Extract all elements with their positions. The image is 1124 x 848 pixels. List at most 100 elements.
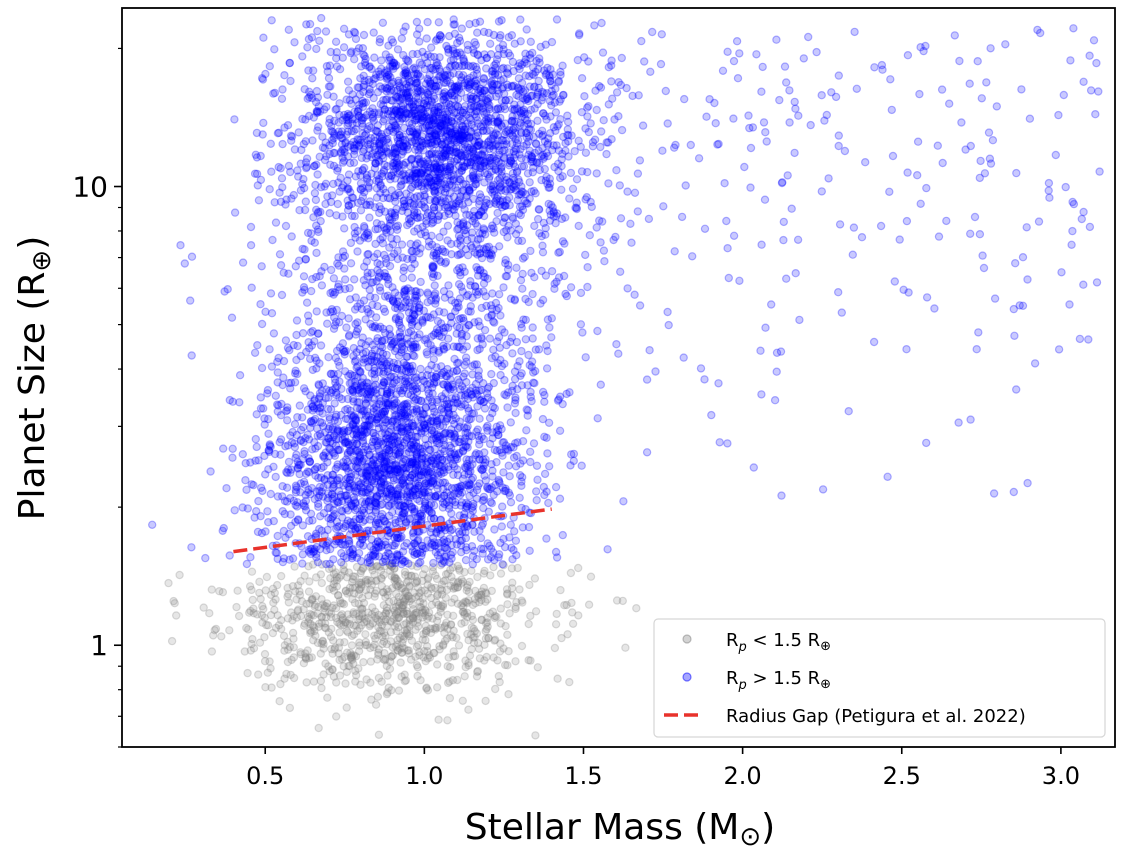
point-large-planet (1010, 331, 1019, 340)
point-small-planet (412, 576, 422, 586)
point-small-planet (403, 609, 412, 619)
point-large-planet (252, 128, 262, 138)
point-small-planet (491, 684, 500, 694)
point-small-planet (321, 619, 330, 628)
point-small-planet (421, 636, 430, 645)
point-large-planet (487, 354, 497, 363)
point-large-planet (415, 37, 424, 46)
point-small-planet (373, 655, 382, 664)
point-large-planet (1068, 226, 1077, 236)
point-large-planet (256, 300, 265, 309)
point-large-planet (314, 102, 323, 111)
point-large-planet (466, 510, 475, 520)
point-small-planet (402, 578, 411, 587)
point-small-planet (363, 578, 373, 588)
point-large-planet (787, 204, 796, 213)
point-small-planet (417, 608, 427, 617)
point-small-planet (355, 612, 364, 621)
point-large-planet (488, 472, 497, 481)
point-large-planet (206, 467, 215, 476)
point-small-planet (240, 647, 249, 656)
point-small-planet (380, 649, 389, 658)
point-small-planet (319, 644, 328, 653)
point-small-planet (247, 585, 256, 595)
point-small-planet (335, 596, 345, 605)
point-small-planet (340, 618, 350, 627)
point-large-planet (279, 526, 289, 536)
point-small-planet (463, 598, 472, 608)
point-small-planet (293, 606, 302, 616)
point-large-planet (812, 47, 821, 57)
point-small-planet (400, 597, 409, 606)
point-small-planet (436, 604, 446, 613)
point-small-planet (408, 600, 417, 609)
point-large-planet (499, 283, 508, 292)
point-large-planet (492, 216, 501, 226)
point-large-planet (435, 53, 444, 62)
point-small-planet (306, 619, 315, 629)
point-large-planet (515, 64, 524, 74)
point-large-planet (817, 90, 826, 100)
point-large-planet (642, 375, 652, 384)
point-large-planet (477, 521, 486, 531)
point-large-planet (988, 135, 998, 145)
point-small-planet (420, 564, 430, 574)
point-small-planet (457, 601, 466, 610)
point-large-planet (922, 293, 932, 302)
point-small-planet (327, 624, 336, 634)
point-large-planet (334, 434, 343, 443)
point-large-planet (757, 240, 766, 249)
point-small-planet (481, 627, 490, 636)
point-large-planet (1085, 51, 1094, 60)
point-large-planet (247, 283, 256, 292)
point-small-planet (343, 589, 352, 598)
point-large-planet (877, 60, 887, 70)
point-large-planet (342, 323, 351, 332)
point-small-planet (303, 646, 312, 655)
point-large-planet (545, 323, 554, 332)
point-large-planet (757, 390, 766, 399)
point-small-planet (429, 624, 438, 634)
point-small-planet (487, 586, 496, 596)
point-large-planet (555, 247, 565, 257)
point-large-planet (417, 423, 427, 433)
point-large-planet (890, 277, 900, 286)
point-small-planet (288, 628, 298, 638)
point-large-planet (408, 309, 418, 318)
point-small-planet (434, 611, 443, 621)
point-large-planet (319, 483, 328, 492)
point-small-planet (504, 647, 513, 656)
point-large-planet (986, 44, 995, 53)
point-small-planet (517, 641, 527, 651)
point-large-planet (677, 212, 687, 222)
point-small-planet (427, 583, 436, 592)
point-small-planet (423, 589, 433, 598)
point-large-planet (752, 50, 761, 59)
point-small-planet (354, 585, 364, 595)
point-small-planet (475, 590, 484, 600)
point-small-planet (382, 603, 391, 613)
point-small-planet (256, 594, 265, 604)
point-small-planet (426, 593, 436, 603)
point-small-planet (367, 695, 376, 704)
point-small-planet (164, 578, 173, 588)
point-small-planet (396, 598, 405, 607)
point-small-planet (479, 569, 489, 578)
point-small-planet (474, 644, 484, 654)
point-large-planet (363, 407, 372, 416)
point-large-planet (488, 182, 498, 191)
point-large-planet (533, 116, 542, 126)
point-small-planet (400, 626, 409, 635)
point-large-planet (551, 482, 561, 492)
point-large-planet (646, 67, 655, 77)
point-large-planet (399, 70, 408, 79)
point-large-planet (607, 77, 616, 86)
point-small-planet (347, 631, 357, 641)
point-large-planet (545, 462, 554, 471)
point-large-planet (555, 426, 565, 435)
point-large-planet (393, 297, 403, 306)
point-small-planet (377, 581, 387, 591)
point-small-planet (268, 628, 278, 638)
point-large-planet (586, 197, 595, 207)
point-large-planet (327, 265, 336, 275)
